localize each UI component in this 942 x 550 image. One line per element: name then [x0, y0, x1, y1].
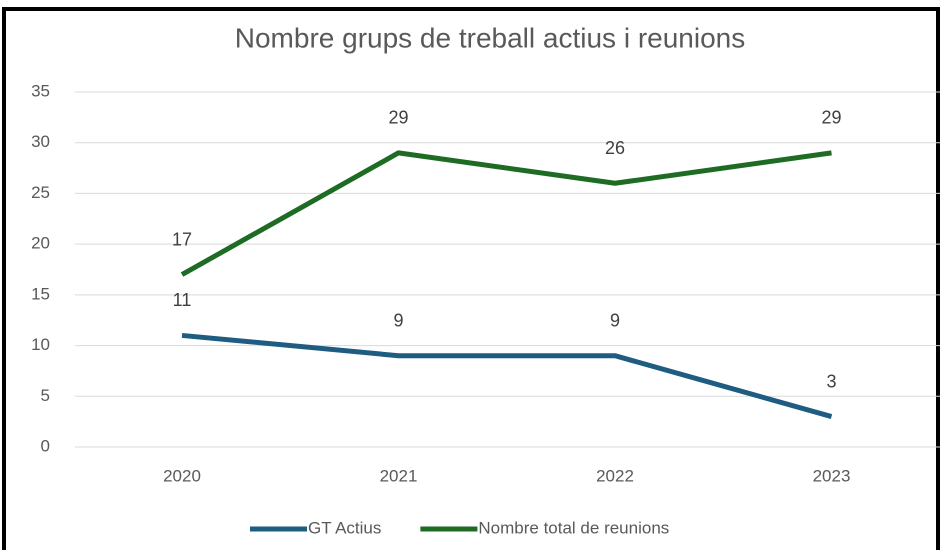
data-label: 26	[605, 138, 625, 158]
y-tick-label: 5	[41, 386, 50, 405]
x-tick-label: 2022	[596, 466, 634, 485]
y-tick-label: 25	[31, 183, 50, 202]
series-line	[181, 332, 833, 419]
data-label: 29	[388, 108, 408, 128]
data-label: 29	[821, 108, 841, 128]
y-tick-label: 35	[31, 81, 50, 100]
chart-title: Nombre grups de treball actius i reunion…	[235, 22, 745, 53]
y-tick-label: 30	[31, 132, 50, 151]
y-tick-label: 10	[31, 335, 50, 354]
data-label: 9	[393, 310, 403, 330]
x-tick-label: 2021	[380, 466, 418, 485]
data-label: 9	[610, 310, 620, 330]
x-tick-label: 2023	[813, 466, 851, 485]
y-tick-label: 20	[31, 234, 50, 253]
data-label: 11	[173, 290, 192, 310]
x-tick-label: 2020	[163, 466, 201, 485]
series-line	[180, 150, 832, 277]
y-tick-label: 15	[31, 284, 50, 303]
data-label: 17	[172, 229, 192, 249]
legend-label: Nombre total de reunions	[478, 518, 669, 537]
chart-frame	[2, 7, 940, 550]
legend-label: GT Actius	[308, 518, 381, 537]
data-label: 3	[826, 371, 836, 391]
y-tick-label: 0	[41, 436, 50, 455]
